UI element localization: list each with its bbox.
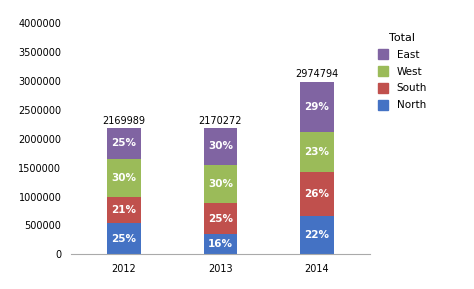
Text: 30%: 30% (208, 141, 233, 151)
Text: 23%: 23% (304, 147, 329, 157)
Text: 16%: 16% (208, 239, 233, 249)
Bar (107, 159, 141, 197)
Bar (203, 128, 237, 165)
Bar (300, 132, 334, 172)
Bar (107, 197, 141, 223)
Text: 30%: 30% (111, 173, 137, 183)
Bar (300, 216, 334, 254)
Text: 2170272: 2170272 (199, 116, 242, 126)
Legend: East, West, South, North: East, West, South, North (378, 33, 427, 110)
Bar (300, 82, 334, 132)
Bar (107, 128, 141, 159)
Text: 26%: 26% (304, 189, 329, 199)
Bar (107, 223, 141, 254)
Text: 25%: 25% (111, 138, 137, 148)
Text: 25%: 25% (208, 214, 233, 224)
Text: 25%: 25% (111, 234, 137, 244)
Text: 30%: 30% (208, 179, 233, 189)
Bar (203, 165, 237, 203)
Text: 2169989: 2169989 (102, 116, 146, 126)
Text: 2974794: 2974794 (295, 69, 338, 79)
Text: 22%: 22% (304, 230, 329, 240)
Text: 21%: 21% (111, 205, 137, 215)
Bar (203, 234, 237, 254)
Text: 29%: 29% (304, 102, 329, 112)
Bar (300, 172, 334, 216)
Bar (203, 203, 237, 234)
